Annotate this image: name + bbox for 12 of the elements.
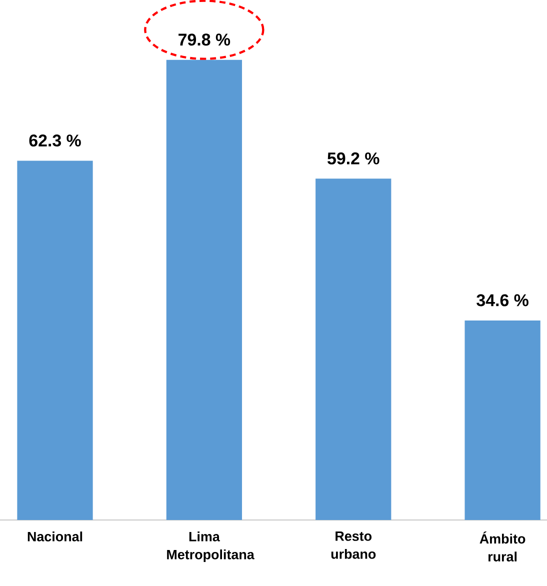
x-tick-label: Lima Metropolitana [167, 532, 254, 562]
bar [464, 320, 540, 520]
bar [17, 160, 93, 520]
x-tick-label: Ámbito rural [480, 532, 526, 562]
bar [166, 60, 242, 520]
data-label: 34.6 % [476, 294, 528, 306]
bar [316, 178, 392, 520]
x-tick-label: Resto urbano [331, 532, 376, 559]
data-label: 62.3 % [29, 134, 81, 147]
data-label: 79.8 % [178, 34, 230, 46]
x-tick-label: Nacional [28, 532, 82, 542]
data-label: 59.2 % [328, 152, 380, 164]
